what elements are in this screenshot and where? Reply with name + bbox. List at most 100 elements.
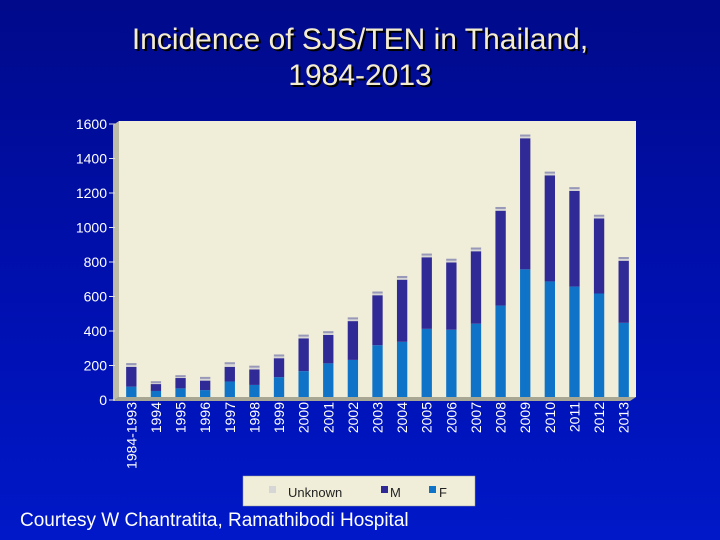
bar-f (126, 386, 137, 397)
bar-f (495, 305, 506, 397)
bar-top-edge (372, 291, 383, 294)
bar-unknown (273, 356, 285, 359)
x-tick-label: 1998 (246, 402, 262, 433)
bar-m (446, 262, 457, 330)
bar-m (150, 384, 162, 391)
bar-f (544, 281, 556, 397)
bar-unknown (150, 383, 162, 385)
bar-f (150, 390, 162, 397)
x-tick-label: 2007 (468, 402, 484, 433)
y-tick-label: 1200 (76, 185, 107, 201)
x-tick-label: 2005 (419, 402, 435, 433)
bar-top-edge (273, 354, 285, 357)
bar-unknown (569, 189, 580, 191)
y-tick-label: 1600 (76, 116, 107, 132)
bar-f (224, 381, 235, 397)
chart-title: Incidence of SJS/TEN in Thailand, 1984-2… (0, 22, 720, 94)
x-tick-label: 1997 (222, 402, 238, 433)
legend-swatch-m (381, 486, 388, 493)
bar-f (446, 329, 457, 397)
x-tick-label: 2002 (345, 402, 361, 433)
y-tick-label: 1400 (76, 151, 107, 167)
bar-f (593, 293, 605, 397)
bar-f (372, 345, 383, 397)
bar-top-edge (495, 206, 506, 209)
bar-unknown (396, 277, 408, 280)
bar-m (199, 380, 211, 391)
x-tick-label: 2011 (566, 402, 582, 432)
bar-top-edge (347, 317, 359, 320)
bar-top-edge (569, 187, 580, 190)
bar-unknown (298, 336, 309, 339)
bar-unknown (175, 377, 186, 379)
bar-m (495, 210, 506, 306)
bar-unknown (323, 333, 334, 335)
bar-f (396, 341, 408, 397)
bar-top-edge (126, 363, 137, 366)
y-tick-label: 1000 (76, 220, 107, 236)
bar-f (520, 269, 531, 397)
x-tick-label: 2013 (616, 402, 632, 433)
y-tick-label: 600 (84, 289, 108, 305)
bar-top-edge (593, 214, 605, 217)
bar-unknown (126, 365, 137, 367)
x-tick-label: 2010 (542, 402, 558, 433)
bar-f (249, 384, 260, 397)
bar-m (323, 334, 334, 364)
bar-top-edge (618, 257, 629, 259)
x-tick-label: 1994 (148, 402, 164, 433)
y-tick-label: 400 (84, 323, 108, 339)
bar-m (249, 369, 260, 385)
bar-unknown (199, 378, 211, 381)
bar-f (323, 363, 334, 397)
plot-floor (113, 397, 636, 401)
legend-box (242, 475, 476, 507)
bar-m (470, 251, 482, 324)
bar-unknown (495, 208, 506, 211)
bar-m (396, 279, 408, 342)
bar-top-edge (323, 331, 334, 334)
bar-top-edge (470, 247, 482, 250)
bar-m (372, 295, 383, 346)
x-tick-label: 1996 (197, 402, 213, 433)
bar-m (298, 338, 309, 372)
bar-f (470, 323, 482, 397)
bar-f (199, 390, 211, 397)
x-tick-label: 2008 (493, 402, 509, 433)
bar-f (175, 388, 186, 397)
bar-m (593, 218, 605, 294)
x-tick-label: 1984-1993 (123, 402, 139, 469)
x-tick-label: 1995 (173, 402, 189, 433)
bar-top-edge (421, 253, 432, 256)
footer-credit: Courtesy W Chantratita, Ramathibodi Hosp… (20, 510, 409, 531)
bar-top-edge (520, 134, 531, 137)
bar-m (520, 138, 531, 270)
bar-m (569, 190, 580, 287)
chart-title-line1: Incidence of SJS/TEN in Thailand, (131, 23, 589, 56)
x-tick-label: 2012 (591, 402, 607, 433)
bar-unknown (421, 255, 432, 258)
x-tick-label: 1999 (271, 402, 287, 433)
legend-label-f: F (439, 485, 447, 500)
bar-top-edge (544, 171, 556, 174)
bar-unknown (470, 249, 482, 252)
bar-f (618, 322, 629, 397)
bar-unknown (544, 173, 556, 176)
bar-m (421, 257, 432, 329)
x-tick-label: 2001 (320, 402, 336, 433)
bar-f (347, 359, 359, 397)
bar-unknown (520, 136, 531, 139)
bar-top-edge (224, 362, 235, 365)
bar-top-edge (150, 381, 162, 384)
bar-top-edge (446, 258, 457, 261)
bar-m (618, 260, 629, 323)
bar-f (421, 328, 432, 397)
y-tick-label: 800 (84, 254, 108, 270)
legend: Unknown M F (242, 475, 476, 507)
bar-m (175, 378, 186, 389)
bar-top-edge (249, 365, 260, 368)
bar-top-edge (298, 334, 309, 337)
bar-m (273, 358, 285, 378)
bar-top-edge (175, 375, 186, 378)
x-tick-label: 2006 (443, 402, 459, 433)
